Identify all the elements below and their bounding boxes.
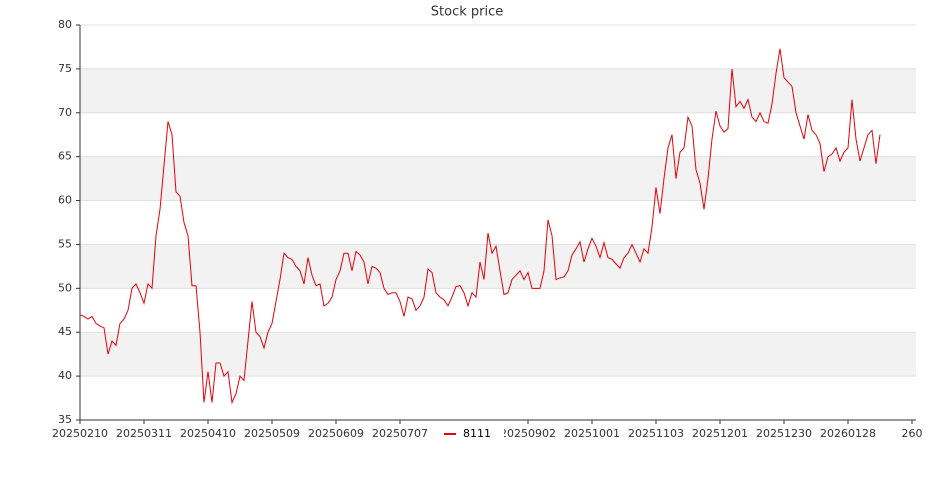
y-tick-label: 45	[58, 325, 72, 338]
x-tick-label: 20250609	[308, 427, 364, 440]
chart-title: Stock price	[431, 5, 503, 20]
x-tick-label: 20251103	[628, 427, 684, 440]
y-tick-label: 55	[58, 237, 72, 250]
x-tick-label: 20250311	[116, 427, 172, 440]
x-tick-label: 260	[902, 427, 923, 440]
legend-box	[438, 426, 504, 442]
x-tick-label: 20251201	[692, 427, 748, 440]
legend-label: 8111	[463, 427, 491, 440]
x-tick-label: 20251230	[756, 427, 812, 440]
grid-band	[80, 332, 916, 377]
y-tick-label: 35	[58, 413, 72, 426]
x-tick-label: 20250410	[180, 427, 236, 440]
grid-band	[80, 156, 916, 201]
y-tick-label: 70	[58, 106, 72, 119]
x-tick-label: 20250902	[500, 427, 556, 440]
x-tick-label: 20250509	[244, 427, 300, 440]
x-tick-label: 20250707	[372, 427, 428, 440]
x-tick-label: 20260128	[820, 427, 876, 440]
x-tick-label: 20250210	[52, 427, 108, 440]
y-tick-label: 40	[58, 369, 72, 382]
grid-band	[80, 68, 916, 113]
y-tick-label: 60	[58, 194, 72, 207]
y-tick-label: 75	[58, 62, 72, 75]
y-tick-label: 50	[58, 281, 72, 294]
line-series	[79, 48, 881, 405]
grid-band	[80, 244, 916, 289]
y-tick-label: 65	[58, 150, 72, 163]
y-tick-label: 80	[58, 18, 72, 31]
x-tick-label: 20251001	[564, 427, 620, 440]
